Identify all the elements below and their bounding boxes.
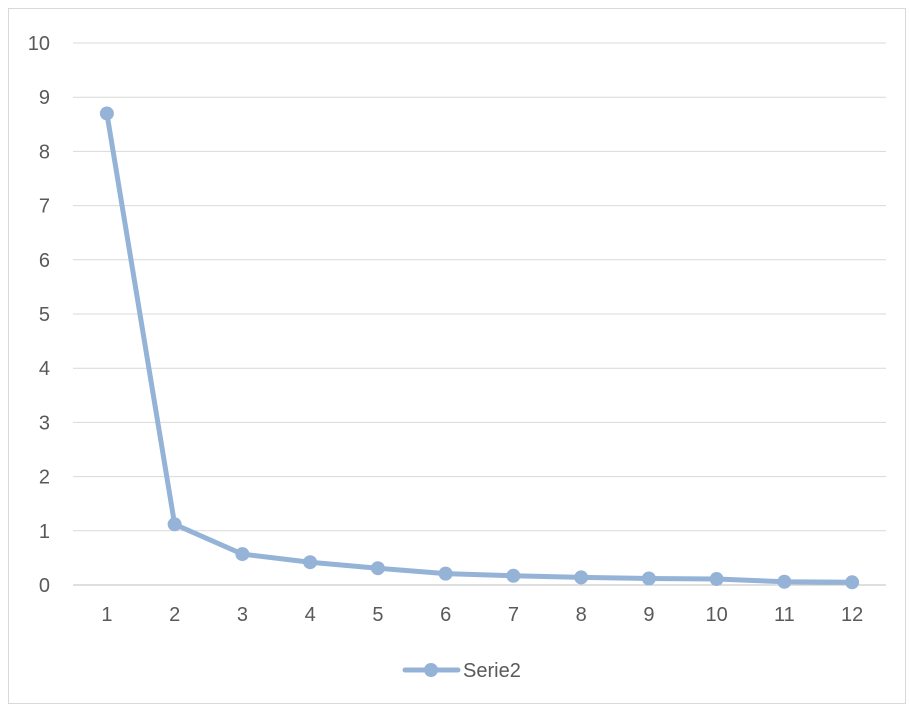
series-line: [104, 110, 855, 585]
chart-frame: [8, 8, 906, 704]
data-point: [574, 570, 589, 585]
y-tick-label: 3: [39, 412, 50, 434]
y-tick-label: 6: [39, 250, 50, 272]
x-tick-label: 7: [508, 604, 519, 626]
y-tick-label: 8: [39, 141, 50, 163]
x-tick-label: 6: [440, 604, 451, 626]
x-tick-label: 2: [169, 604, 180, 626]
data-point: [167, 517, 182, 532]
data-point: [370, 561, 385, 576]
data-point: [235, 547, 250, 562]
x-tick-label: 4: [305, 604, 316, 626]
y-tick-label: 0: [39, 575, 50, 597]
y-axis-tick-labels: 0 1 2 3 4 5 6 7 8 9 10: [28, 33, 50, 597]
data-point: [303, 555, 318, 570]
legend-series-label: Serie2: [463, 660, 521, 682]
y-tick-label: 5: [39, 304, 50, 326]
x-tick-label: 11: [774, 604, 795, 626]
y-tick-label: 1: [39, 521, 50, 543]
y-tick-label: 4: [39, 358, 50, 380]
x-tick-label: 12: [841, 604, 863, 626]
y-tick-label: 10: [28, 33, 50, 55]
gridlines: [73, 42, 886, 586]
legend: Serie2: [402, 660, 521, 682]
legend-series-marker: [424, 663, 438, 677]
data-point: [709, 572, 724, 587]
x-tick-label: 3: [237, 604, 248, 626]
y-tick-label: 2: [39, 467, 50, 489]
data-point: [845, 575, 860, 590]
data-point: [506, 568, 521, 583]
x-tick-label: 9: [643, 604, 654, 626]
x-tick-label: 10: [706, 604, 728, 626]
x-tick-label: 5: [372, 604, 383, 626]
x-tick-label: 1: [101, 604, 112, 626]
x-axis-tick-labels: 1 2 3 4 5 6 7 8 9 10 11 12: [101, 604, 863, 626]
data-point: [777, 574, 792, 589]
series-layer: [99, 106, 860, 590]
data-point: [438, 566, 453, 581]
y-tick-label: 9: [39, 87, 50, 109]
data-point: [641, 571, 656, 586]
data-point: [99, 106, 114, 121]
y-tick-label: 7: [39, 196, 50, 218]
x-tick-label: 8: [576, 604, 587, 626]
